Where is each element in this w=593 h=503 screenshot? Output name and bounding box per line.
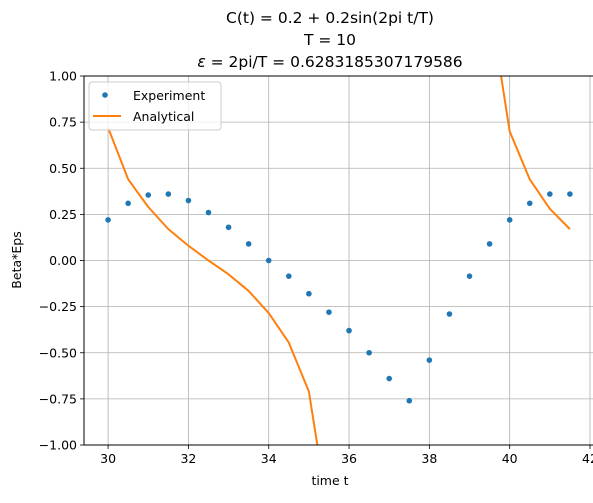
chart-title-line-2: T = 10 bbox=[303, 31, 356, 49]
data-point-experiment bbox=[366, 349, 372, 356]
data-point-experiment bbox=[205, 209, 212, 216]
data-point-experiment bbox=[326, 309, 332, 315]
data-series bbox=[105, 76, 573, 445]
data-point-experiment bbox=[406, 397, 413, 404]
chart-title-math-rest: = 2pi/T = 0.6283185307179586 bbox=[206, 53, 463, 71]
y-tick-label: −0.25 bbox=[39, 299, 77, 314]
data-point-experiment bbox=[306, 290, 312, 297]
data-point-experiment bbox=[466, 273, 473, 279]
y-tick-label: −0.75 bbox=[39, 391, 77, 406]
x-tick-label: 42 bbox=[582, 451, 593, 466]
series-line-analytical bbox=[107, 127, 319, 445]
data-point-experiment bbox=[105, 217, 111, 223]
y-tick-label: 0.00 bbox=[49, 253, 77, 268]
data-point-experiment bbox=[446, 311, 453, 317]
data-point-experiment bbox=[506, 217, 513, 223]
x-axis-label: time t bbox=[311, 473, 348, 488]
x-tick-label: 36 bbox=[341, 451, 357, 466]
y-tick-label: −1.00 bbox=[39, 438, 77, 453]
x-tick-label: 40 bbox=[502, 451, 518, 466]
data-point-experiment bbox=[265, 257, 272, 264]
x-tick-label: 32 bbox=[180, 451, 196, 466]
y-tick-label: 1.00 bbox=[49, 69, 77, 84]
axes-frame bbox=[83, 75, 593, 446]
chart-title-line-1: C(t) = 0.2 + 0.2sin(2pi t/T) bbox=[226, 9, 434, 27]
x-tick-label: 30 bbox=[100, 451, 116, 466]
legend-label-experiment: Experiment bbox=[133, 88, 205, 103]
y-tick-label: 0.50 bbox=[49, 161, 77, 176]
data-point-experiment bbox=[145, 192, 152, 198]
data-point-experiment bbox=[426, 357, 433, 363]
chart-title-math-symbol: ε bbox=[197, 53, 205, 71]
data-point-experiment bbox=[386, 375, 393, 382]
data-point-experiment bbox=[526, 200, 533, 207]
series-line-analytical bbox=[500, 76, 571, 230]
y-tick-label: 0.25 bbox=[49, 207, 77, 222]
data-point-experiment bbox=[286, 273, 292, 279]
y-tick-label: 0.75 bbox=[49, 115, 77, 130]
legend-label-analytical: Analytical bbox=[133, 109, 194, 124]
legend-marker-experiment bbox=[102, 92, 108, 98]
data-point-experiment bbox=[245, 241, 252, 247]
data-point-experiment bbox=[346, 327, 352, 334]
grid-lines bbox=[84, 75, 593, 446]
y-axis-label: Beta*Eps bbox=[9, 231, 24, 288]
axis-ticks: 30 32 34 36 38 40 42 −1.00 −0.75 −0.50 −0.25 0.00 0.… bbox=[39, 69, 593, 467]
y-tick-label: −0.50 bbox=[39, 345, 77, 360]
legend: Experiment Analytical bbox=[88, 81, 222, 131]
x-tick-label: 38 bbox=[421, 451, 437, 466]
data-point-experiment bbox=[185, 197, 192, 204]
data-point-experiment bbox=[125, 200, 131, 207]
data-point-experiment bbox=[486, 241, 493, 247]
legend-box bbox=[88, 81, 222, 131]
data-point-experiment bbox=[165, 191, 172, 197]
x-tick-label: 34 bbox=[261, 451, 277, 466]
data-point-experiment bbox=[225, 224, 232, 231]
chart-title-line-3: ε = 2pi/T = 0.6283185307179586 bbox=[197, 53, 462, 71]
data-point-experiment bbox=[547, 191, 553, 197]
data-point-experiment bbox=[567, 191, 573, 197]
